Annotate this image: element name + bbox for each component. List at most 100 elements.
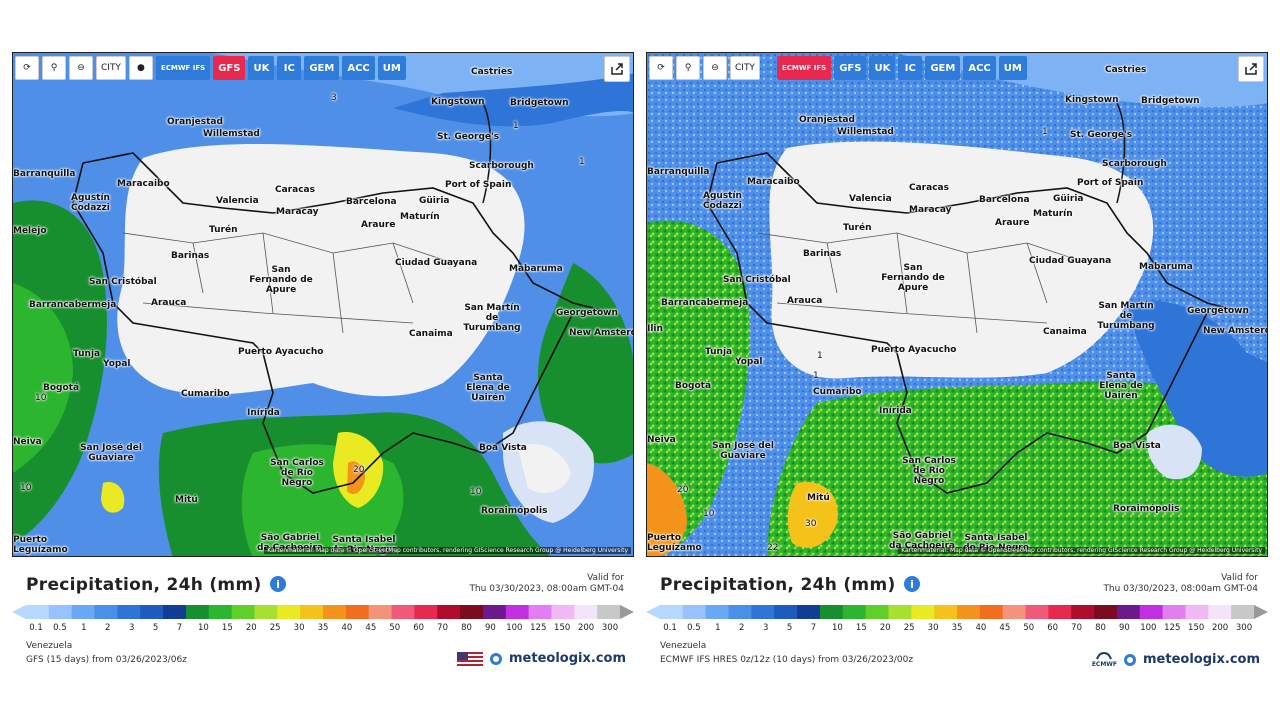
- location-pin-button[interactable]: ⚲: [676, 56, 700, 80]
- zoom-out-button[interactable]: ⊖: [69, 56, 93, 80]
- city-label: Kingstown: [431, 97, 485, 107]
- scale-color-swatch: [842, 605, 867, 619]
- model-ic-button[interactable]: IC: [898, 56, 923, 80]
- model-acc-button[interactable]: ACC: [963, 56, 996, 80]
- city-label: Oranjestad: [799, 115, 855, 125]
- model-uk-button[interactable]: UK: [869, 56, 896, 80]
- scale-color-swatch: [437, 605, 461, 619]
- dot-toggle-button[interactable]: ●: [128, 56, 153, 80]
- scale-tick-label: 90: [484, 623, 496, 633]
- share-button[interactable]: [1238, 56, 1264, 82]
- city-label: Santa Elena de Uairén: [466, 373, 510, 403]
- scale-color-swatch: [728, 605, 752, 619]
- model-ic-button[interactable]: IC: [277, 56, 302, 80]
- model-gem-button[interactable]: GEM: [304, 56, 340, 80]
- contour-label: 3: [331, 93, 337, 103]
- city-label: Yopal: [103, 359, 131, 369]
- city-label: Castries: [471, 67, 513, 77]
- info-icon[interactable]: i: [270, 576, 286, 592]
- city-label: Bogotá: [43, 383, 80, 393]
- brand[interactable]: meteologix.com: [457, 651, 626, 666]
- scale-tick-label: 70: [437, 623, 448, 633]
- model-um-button[interactable]: UM: [998, 56, 1027, 80]
- map-attribution: Kartenmaterial: Map data © OpenStreetMap…: [898, 547, 1265, 554]
- city-label: Agustín Codazzi: [703, 191, 742, 211]
- city-label: Barcelona: [979, 195, 1030, 205]
- scale-color-swatch: [705, 605, 730, 619]
- model-gem-button[interactable]: GEM: [925, 56, 961, 80]
- scale-tick-label: 20: [245, 623, 257, 633]
- scale-tick-label: 1: [715, 623, 721, 633]
- scale-tick-label: 20: [879, 623, 891, 633]
- scale-tick-label: 0.1: [663, 623, 677, 633]
- scale-color-swatch: [1185, 605, 1209, 619]
- scale-color-swatch: [1002, 605, 1027, 619]
- city-label: Agustín Codazzi: [71, 193, 110, 213]
- city-label: San Martín de Turumbang: [1097, 301, 1155, 331]
- refresh-button[interactable]: ⟳: [649, 56, 673, 80]
- scale-color-swatch: [1231, 605, 1255, 619]
- city-toggle-button[interactable]: CITY: [730, 56, 760, 80]
- city-label: Oranjestad: [167, 117, 223, 127]
- ecmwf-panel: ⟳ ⚲ ⊖ CITY ECMWF IFS GFS UK IC GEM ACC U…: [646, 52, 1268, 682]
- city-label: Valencia: [849, 194, 892, 204]
- city-label: Roraimópolis: [481, 506, 548, 516]
- scale-color-swatch: [1094, 605, 1118, 619]
- scale-tick-label: 15: [855, 623, 867, 633]
- model-um-button[interactable]: UM: [377, 56, 406, 80]
- city-toggle-button[interactable]: CITY: [96, 56, 126, 80]
- brand[interactable]: ECMWF meteologix.com: [1092, 651, 1260, 668]
- city-label: Boa Vista: [1113, 441, 1161, 451]
- city-label: San Carlos de Río Negro: [270, 458, 324, 488]
- city-label: Neiva: [647, 435, 676, 445]
- scale-tick-label: 35: [951, 623, 963, 633]
- scale-color-swatch: [660, 605, 684, 619]
- contour-label: 10: [35, 393, 47, 403]
- model-uk-button[interactable]: UK: [248, 56, 275, 80]
- region-label: Venezuela: [660, 641, 707, 651]
- city-label: Ciudad Guayana: [395, 258, 478, 268]
- scale-color-swatch: [368, 605, 393, 619]
- model-ecmwf-ifs-button[interactable]: ECMWF IFS: [155, 56, 211, 80]
- scale-tick-label: 25: [903, 623, 915, 633]
- share-icon: [1245, 63, 1257, 75]
- city-label: Maracay: [276, 207, 319, 217]
- brand-name: meteologix.com: [509, 651, 626, 666]
- zoom-out-button[interactable]: ⊖: [703, 56, 727, 80]
- refresh-button[interactable]: ⟳: [15, 56, 39, 80]
- share-button[interactable]: [604, 56, 630, 82]
- scale-color-swatch: [185, 605, 210, 619]
- city-label: Bridgetown: [510, 98, 569, 108]
- model-gfs-button[interactable]: GFS: [213, 56, 246, 80]
- meteologix-logo-icon: [1124, 653, 1137, 666]
- model-acc-button[interactable]: ACC: [342, 56, 375, 80]
- model-ecmwf-ifs-button[interactable]: ECMWF IFS: [776, 56, 832, 80]
- scale-color-swatch: [460, 605, 484, 619]
- ecmwf-logo: ECMWF: [1092, 651, 1117, 668]
- city-label: Barranquilla: [647, 167, 710, 177]
- scale-color-swatch: [300, 605, 324, 619]
- scale-arrow-left: [12, 605, 26, 619]
- city-label: Arauca: [151, 298, 187, 308]
- city-label: San Fernando de Apure: [881, 263, 945, 293]
- legend: Precipitation, 24h (mm) i Valid for Thu …: [646, 557, 1268, 682]
- scale-color-swatch: [1116, 605, 1141, 619]
- scale-color-swatch: [528, 605, 552, 619]
- model-source: ECMWF IFS HRES 0z/12z (10 days) from 03/…: [660, 655, 914, 665]
- valid-datetime: Thu 03/30/2023, 08:00am GMT-04: [469, 584, 624, 594]
- map-attribution: Kartenmaterial: Map data © OpenStreetMap…: [264, 547, 631, 554]
- scale-tick-label: 50: [389, 623, 401, 633]
- scale-tick-label: 50: [1023, 623, 1035, 633]
- city-label: Neiva: [13, 437, 42, 447]
- gfs-precip-map[interactable]: ⟳ ⚲ ⊖ CITY ● ECMWF IFS GFS UK IC GEM ACC…: [12, 52, 634, 557]
- model-gfs-button[interactable]: GFS: [834, 56, 867, 80]
- info-icon[interactable]: i: [904, 576, 920, 592]
- city-label: Mitú: [175, 495, 198, 505]
- scale-color-swatch: [979, 605, 1004, 619]
- scale-ticks: 0.1 0.5 1 2 3 5 7 10 15 20 25 30 35 40 45 50 60 70 80 90 100…: [26, 623, 618, 635]
- location-pin-button[interactable]: ⚲: [42, 56, 66, 80]
- city-label: Santa Elena de Uairén: [1099, 371, 1143, 401]
- scale-color-swatch: [751, 605, 775, 619]
- city-label: Bridgetown: [1141, 96, 1200, 106]
- ecmwf-precip-map[interactable]: ⟳ ⚲ ⊖ CITY ECMWF IFS GFS UK IC GEM ACC U…: [646, 52, 1268, 557]
